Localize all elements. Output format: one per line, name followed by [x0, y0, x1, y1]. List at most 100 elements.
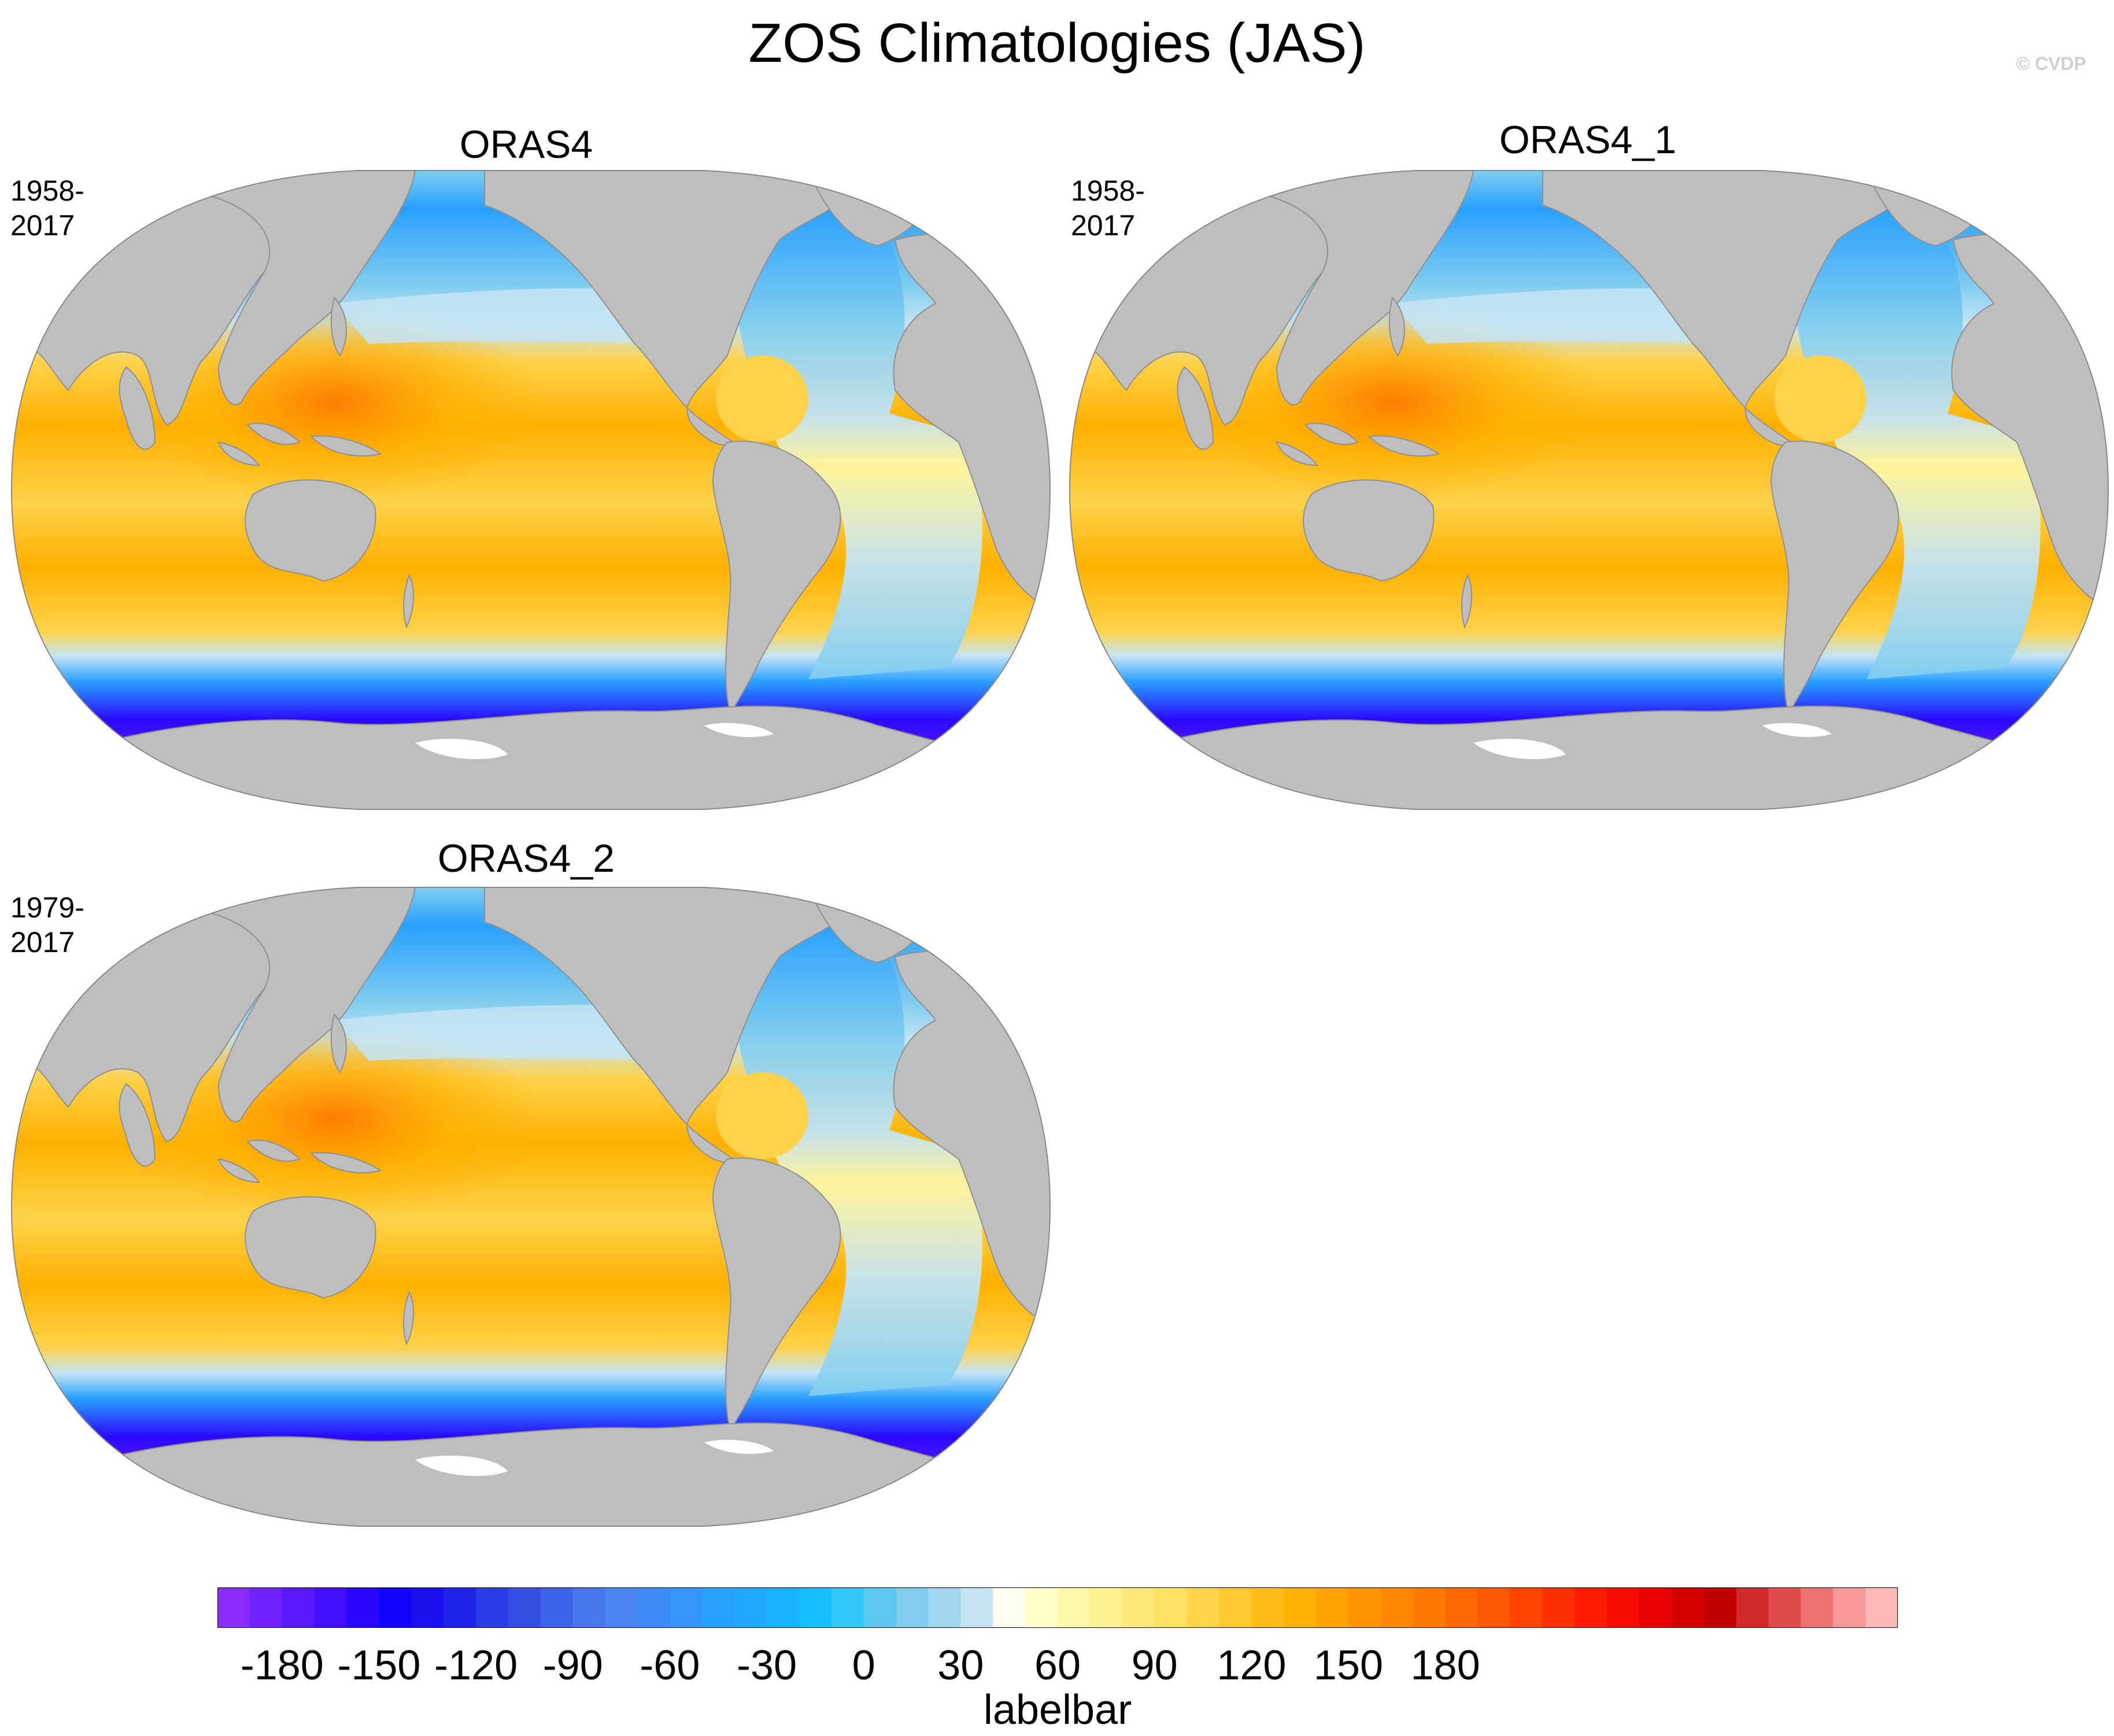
colorbar-tick-label: -120 — [434, 1642, 518, 1689]
caribbean-warm — [716, 356, 808, 442]
india — [1177, 366, 1214, 450]
colorbar-swatch — [896, 1587, 929, 1628]
colorbar-label: labelbar — [983, 1687, 1132, 1733]
east-asia — [201, 171, 416, 406]
colorbar-swatch — [379, 1587, 412, 1628]
period-label: 1958-2017 — [10, 175, 84, 242]
colorbar-swatch — [831, 1587, 864, 1628]
colorbar-swatch — [411, 1587, 444, 1628]
colorbar-swatch — [508, 1587, 541, 1628]
colorbar-swatch — [282, 1587, 315, 1628]
colorbar-swatch — [1058, 1587, 1091, 1628]
colorbar-swatch — [249, 1587, 283, 1628]
colorbar-swatch — [1477, 1587, 1510, 1628]
colorbar-tick-label: -180 — [240, 1642, 324, 1689]
south-america — [1770, 441, 1899, 716]
japan — [330, 1013, 347, 1074]
colorbar-swatch — [863, 1587, 897, 1628]
colorbar-tick-label: -30 — [737, 1642, 797, 1689]
cvdp-credit: © CVDP — [2016, 53, 2086, 74]
colorbar-swatch — [1445, 1587, 1479, 1628]
new-zealand — [1461, 573, 1472, 629]
colorbar-tick-label: 120 — [1217, 1642, 1287, 1689]
colorbar-swatch — [734, 1587, 767, 1628]
colorbar-swatch — [1510, 1587, 1543, 1628]
colorbar-swatch — [670, 1587, 703, 1628]
south-america — [712, 1157, 841, 1433]
colorbar-swatch — [960, 1587, 993, 1628]
colorbar-swatch — [1187, 1587, 1220, 1628]
figure-title: ZOS Climatologies (JAS) — [748, 12, 1366, 74]
ross-ice-shelf — [1473, 738, 1566, 760]
india — [119, 1083, 156, 1167]
colorbar-swatch — [1154, 1587, 1188, 1628]
atlantic-basin — [1791, 205, 2041, 679]
colorbar-swatch — [1768, 1587, 1801, 1628]
colorbar-tick-label: 30 — [937, 1642, 984, 1689]
colorbar-swatch — [1025, 1587, 1058, 1628]
colorbar-swatch — [1542, 1587, 1575, 1628]
robinson-map — [10, 170, 1051, 810]
east-asia — [1259, 171, 1474, 406]
sumatra — [217, 1158, 260, 1183]
colorbar-swatches — [217, 1587, 1898, 1628]
caribbean-warm — [1774, 356, 1867, 442]
map-outline — [1069, 170, 2109, 810]
colorbar-tick-label: -60 — [640, 1642, 700, 1689]
colorbar-swatch — [1219, 1587, 1252, 1628]
colorbar-swatch — [1639, 1587, 1672, 1628]
panel-title: ORAS4_2 — [437, 836, 615, 880]
panel-title: ORAS4_1 — [1499, 118, 1677, 162]
colorbar-swatch — [1380, 1587, 1414, 1628]
colorbar-tick-label: 180 — [1410, 1642, 1480, 1689]
australia — [1303, 479, 1435, 582]
colorbar-tick-label: 0 — [852, 1642, 875, 1689]
robinson-map — [10, 887, 1051, 1527]
colorbar-swatch — [1089, 1587, 1123, 1628]
new-guinea — [309, 435, 382, 457]
colorbar-swatch — [1316, 1587, 1349, 1628]
colorbar-swatch — [637, 1587, 670, 1628]
colorbar-swatch — [1607, 1587, 1640, 1628]
caribbean-warm — [716, 1072, 808, 1159]
map-outline — [10, 170, 1051, 810]
colorbar-swatch — [572, 1587, 606, 1628]
period-label: 1958-2017 — [1071, 175, 1145, 242]
colorbar-tick-label: 150 — [1313, 1642, 1384, 1689]
colorbar-swatch — [1284, 1587, 1317, 1628]
atlantic-basin — [733, 205, 982, 679]
colorbar-swatch — [1703, 1587, 1737, 1628]
colorbar-swatch — [346, 1587, 380, 1628]
period-label: 1979-2017 — [10, 891, 84, 958]
colorbar-swatch — [1736, 1587, 1769, 1628]
colorbar-ticks: -180 -150 -120 -90 -60 -30 0 30 60 90 120 150 180 — [217, 1642, 1898, 1694]
colorbar-tick-label: -90 — [542, 1642, 603, 1689]
colorbar-swatch — [1671, 1587, 1705, 1628]
colorbar-swatch — [799, 1587, 832, 1628]
borneo — [1304, 423, 1359, 445]
ocean-field — [12, 171, 1050, 809]
atlantic-basin — [733, 922, 982, 1396]
india — [119, 366, 156, 450]
colorbar-swatch — [928, 1587, 961, 1628]
ross-ice-shelf — [415, 738, 508, 760]
colorbar-swatch — [993, 1587, 1026, 1628]
colorbar-swatch — [1413, 1587, 1446, 1628]
borneo — [246, 1139, 301, 1162]
colorbar-swatch — [767, 1587, 800, 1628]
japan — [1388, 297, 1405, 357]
panel-title: ORAS4 — [459, 123, 593, 166]
colorbar-tick-label: -150 — [337, 1642, 421, 1689]
south-america — [712, 441, 841, 716]
australia — [245, 1196, 376, 1299]
colorbar-tick-label: 60 — [1034, 1642, 1081, 1689]
ocean-field — [1070, 171, 2108, 809]
robinson-map — [1069, 170, 2109, 810]
colorbar-frame — [217, 1587, 1898, 1628]
japan — [330, 297, 347, 357]
new-guinea — [1368, 435, 1440, 457]
weddell-ice-shelf — [1762, 723, 1832, 737]
new-zealand — [402, 573, 414, 629]
colorbar-tick-label: 90 — [1131, 1642, 1178, 1689]
colorbar-swatch — [476, 1587, 509, 1628]
